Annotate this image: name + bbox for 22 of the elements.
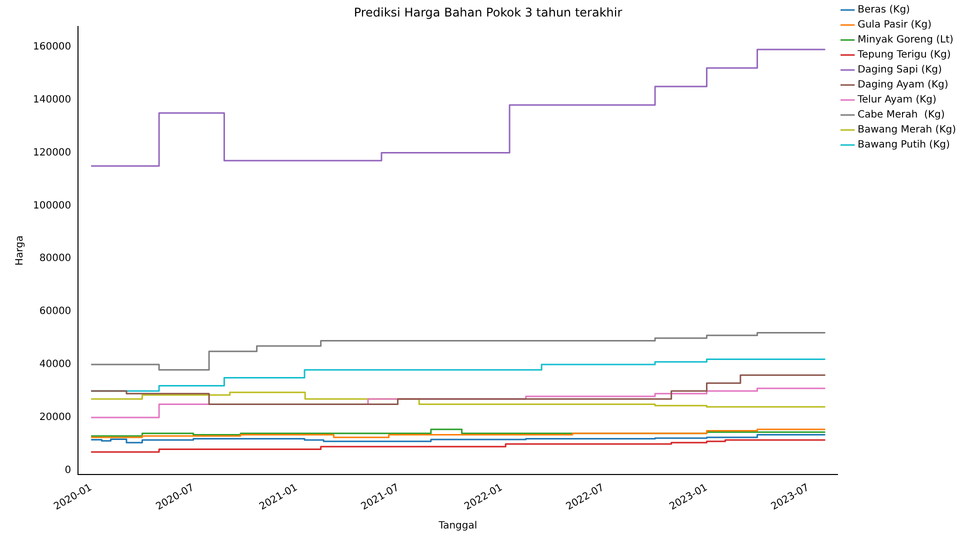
y-tick-label: 20000 <box>39 412 72 424</box>
legend-label: Beras (Kg) <box>858 4 910 16</box>
legend-label: Bawang Putih (Kg) <box>858 140 950 151</box>
y-axis-title: Harga <box>14 236 26 266</box>
legend-label: Daging Sapi (Kg) <box>858 64 942 76</box>
y-tick-label: 140000 <box>32 94 72 106</box>
legend-label: Daging Ayam (Kg) <box>858 80 948 91</box>
legend-label: Tepung Terigu (Kg) <box>856 50 951 61</box>
y-tick-label: 40000 <box>39 359 72 370</box>
y-tick-label: 60000 <box>39 306 72 318</box>
x-axis-title: Tanggal <box>438 520 478 532</box>
legend-label: Minyak Goreng (Lt) <box>858 34 954 46</box>
y-tick-label: 0 <box>64 465 72 476</box>
legend-label: Cabe Merah (Kg) <box>858 110 945 121</box>
y-tick-label: 100000 <box>32 200 72 212</box>
legend-label: Gula Pasir (Kg) <box>858 20 932 31</box>
y-tick-label: 80000 <box>39 253 72 264</box>
chart-title: Prediksi Harga Bahan Pokok 3 tahun terakhir <box>354 5 622 20</box>
y-tick-label: 160000 <box>32 41 72 52</box>
legend-label: Bawang Merah (Kg) <box>858 124 956 136</box>
y-tick-label: 120000 <box>32 147 72 158</box>
legend-label: Telur Ayam (Kg) <box>856 94 936 106</box>
